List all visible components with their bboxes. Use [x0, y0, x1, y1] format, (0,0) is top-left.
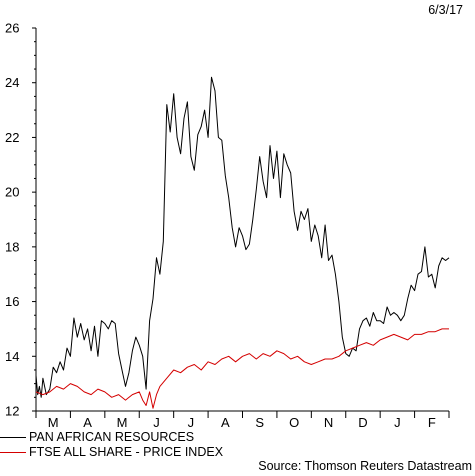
series-line-0 [35, 76, 450, 398]
y-tick-label: 14 [5, 349, 19, 364]
y-axis-ticks: 12 14 16 18 20 22 24 26 [5, 21, 36, 419]
y-tick-label: 22 [5, 130, 19, 145]
x-tick-label: M [48, 415, 59, 430]
series-layer [35, 76, 450, 409]
source-note: Source: Thomson Reuters Datastream [258, 459, 472, 473]
y-tick-label: 20 [5, 185, 19, 200]
legend-label-pan-african: PAN AFRICAN RESOURCES [29, 430, 195, 444]
x-tick-label: A [221, 415, 230, 430]
x-tick-label: F [428, 415, 436, 430]
x-tick-label: D [358, 415, 367, 430]
x-tick-label: O [289, 415, 299, 430]
y-tick-label: 16 [5, 294, 19, 309]
legend-swatch-ftse [0, 451, 26, 453]
x-tick-label: N [324, 415, 333, 430]
x-tick-label: J [394, 415, 401, 430]
x-tick-label: J [153, 415, 160, 430]
y-tick-label: 26 [5, 21, 19, 36]
series-line-1 [35, 328, 449, 409]
chart-date: 6/3/17 [428, 3, 463, 17]
x-tick-label: M [117, 415, 128, 430]
y-tick-label: 12 [5, 404, 19, 419]
legend-item-ftse: FTSE ALL SHARE - PRICE INDEX [0, 445, 223, 459]
x-tick-label: A [83, 415, 92, 430]
x-tick-label: S [255, 415, 264, 430]
legend-swatch-pan-african [0, 436, 26, 438]
x-tick-label: J [188, 415, 195, 430]
y-tick-label: 24 [5, 75, 19, 90]
y-tick-label: 18 [5, 239, 19, 254]
legend-item-pan-african: PAN AFRICAN RESOURCES [0, 430, 194, 444]
legend-label-ftse: FTSE ALL SHARE - PRICE INDEX [29, 445, 224, 459]
